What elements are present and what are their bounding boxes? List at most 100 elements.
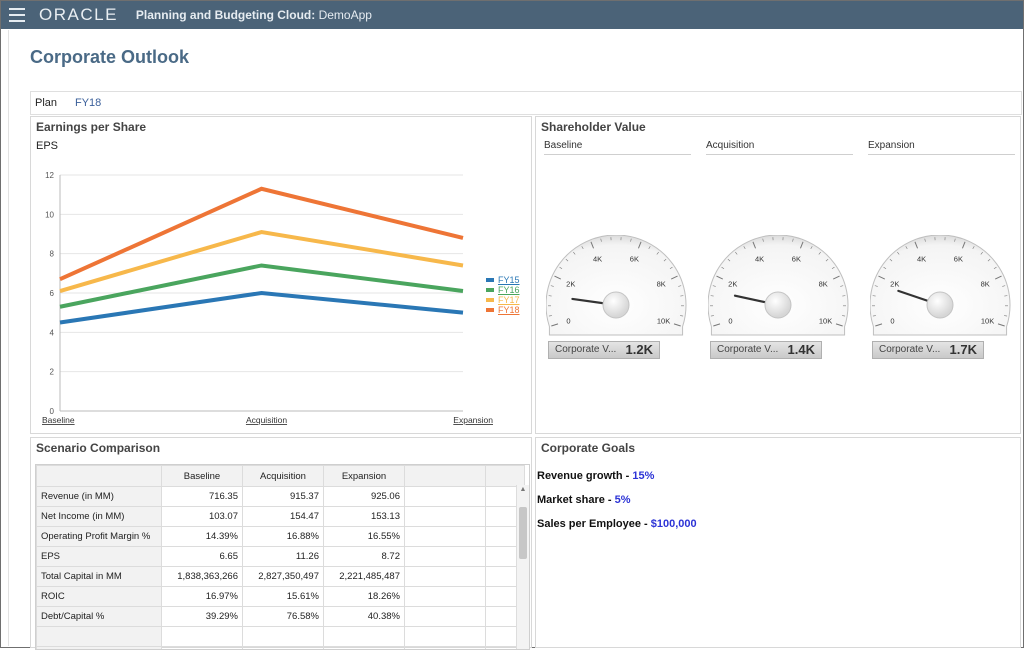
oracle-logo[interactable]: ORACLE (39, 5, 118, 25)
y-tick-label: 6 (50, 289, 55, 298)
legend-label[interactable]: FY17 (498, 295, 520, 305)
gauge-scale-label: 0 (890, 316, 894, 325)
table-cell[interactable]: 40.38% (324, 607, 405, 627)
column-header[interactable]: Acquisition (243, 466, 324, 487)
gauge-label-text: Corporate V... (555, 344, 616, 355)
row-header[interactable]: Revenue (in MM) (37, 487, 162, 507)
x-tick-label[interactable]: Acquisition (246, 415, 287, 425)
row-header[interactable]: Net Income (in MM) (37, 507, 162, 527)
gauge-value: 1.7K (950, 342, 977, 358)
scroll-up-arrow-icon[interactable]: ▲ (517, 485, 529, 495)
series-line-fy15[interactable] (60, 293, 463, 323)
table-cell[interactable]: 925.06 (324, 487, 405, 507)
table-row: Debt/Capital %39.29%76.58%40.38% (37, 607, 525, 627)
sv-panel-title: Shareholder Value (541, 120, 646, 134)
shareholder-value-panel: Shareholder Value Baseline Acquisition E… (535, 116, 1021, 434)
gauge-scale-label: 4K (755, 255, 764, 264)
empty-cell (37, 627, 162, 647)
table-cell[interactable]: 154.47 (243, 507, 324, 527)
x-tick-label[interactable]: Baseline (42, 415, 75, 425)
table-cell[interactable]: 6.65 (162, 547, 243, 567)
goal-value: 15% (632, 470, 654, 482)
table-cell[interactable]: 103.07 (162, 507, 243, 527)
legend-item[interactable]: FY18 (486, 305, 520, 315)
table-cell[interactable]: 2,827,350,497 (243, 567, 324, 587)
top-bar: ORACLE Planning and Budgeting Cloud: Dem… (1, 1, 1023, 29)
plan-label: Plan (35, 97, 75, 109)
row-header[interactable]: Total Capital in MM (37, 567, 162, 587)
scroll-thumb[interactable] (519, 507, 527, 559)
gauge-scale-label: 8K (981, 280, 990, 289)
goal-value: $100,000 (651, 518, 697, 530)
gauge-scale-label: 6K (630, 255, 639, 264)
gauge-scale-label: 6K (954, 255, 963, 264)
gauge-scale-label: 6K (792, 255, 801, 264)
legend-item[interactable]: FY17 (486, 295, 520, 305)
column-header[interactable]: Expansion (324, 466, 405, 487)
legend-item[interactable]: FY16 (486, 285, 520, 295)
grid-corner (37, 466, 162, 487)
table-cell[interactable]: 11.26 (243, 547, 324, 567)
gauge-hub (603, 292, 629, 318)
y-tick-label: 2 (50, 368, 55, 377)
gauge-scale-label: 10K (819, 316, 832, 325)
row-header[interactable]: Operating Profit Margin % (37, 527, 162, 547)
hamburger-menu-icon[interactable] (9, 8, 25, 22)
gauge-scale-label: 10K (657, 316, 670, 325)
x-tick-label[interactable]: Expansion (453, 415, 493, 425)
plan-selector[interactable]: FY18 (75, 97, 101, 109)
empty-cell (405, 527, 486, 547)
table-cell[interactable]: 16.88% (243, 527, 324, 547)
goal-label: Market share - (537, 494, 612, 506)
empty-row (37, 627, 525, 647)
empty-row (37, 647, 525, 650)
gauge-scale-label: 8K (657, 280, 666, 289)
table-cell[interactable]: 1,838,363,266 (162, 567, 243, 587)
gauge-header-expansion: Expansion (868, 140, 1015, 155)
gauge-scale-label: 4K (593, 255, 602, 264)
empty-cell (162, 647, 243, 650)
column-header[interactable]: Baseline (162, 466, 243, 487)
gauge-scale-label: 2K (890, 280, 899, 289)
empty-column-header (486, 466, 525, 487)
legend-label[interactable]: FY18 (498, 305, 520, 315)
table-cell[interactable]: 14.39% (162, 527, 243, 547)
table-cell[interactable]: 915.37 (243, 487, 324, 507)
table-cell[interactable]: 716.35 (162, 487, 243, 507)
empty-cell (405, 607, 486, 627)
grid-vertical-scrollbar[interactable]: ▲ (516, 485, 529, 649)
app-title-app: DemoApp (319, 8, 372, 22)
empty-cell (405, 567, 486, 587)
table-cell[interactable]: 76.58% (243, 607, 324, 627)
legend-label[interactable]: FY16 (498, 285, 520, 295)
row-header[interactable]: Debt/Capital % (37, 607, 162, 627)
table-cell[interactable]: 16.97% (162, 587, 243, 607)
goal-market-share: Market share - 5% (537, 494, 631, 506)
table-cell[interactable]: 39.29% (162, 607, 243, 627)
y-tick-label: 12 (45, 171, 54, 180)
gauge-label-text: Corporate V... (717, 344, 778, 355)
legend-label[interactable]: FY15 (498, 275, 520, 285)
table-cell[interactable]: 2,221,485,487 (324, 567, 405, 587)
empty-cell (405, 647, 486, 650)
legend-item[interactable]: FY15 (486, 275, 520, 285)
row-header[interactable]: ROIC (37, 587, 162, 607)
scenario-panel-title: Scenario Comparison (36, 441, 160, 455)
scenario-table: Baseline Acquisition Expansion Revenue (… (36, 465, 525, 650)
table-cell[interactable]: 18.26% (324, 587, 405, 607)
table-cell[interactable]: 8.72 (324, 547, 405, 567)
table-cell[interactable]: 153.13 (324, 507, 405, 527)
gauge-header-baseline: Baseline (544, 140, 691, 155)
table-cell[interactable]: 15.61% (243, 587, 324, 607)
row-header[interactable]: EPS (37, 547, 162, 567)
empty-cell (405, 547, 486, 567)
table-cell[interactable]: 16.55% (324, 527, 405, 547)
y-tick-label: 8 (50, 250, 55, 259)
gauge-header-acquisition: Acquisition (706, 140, 853, 155)
